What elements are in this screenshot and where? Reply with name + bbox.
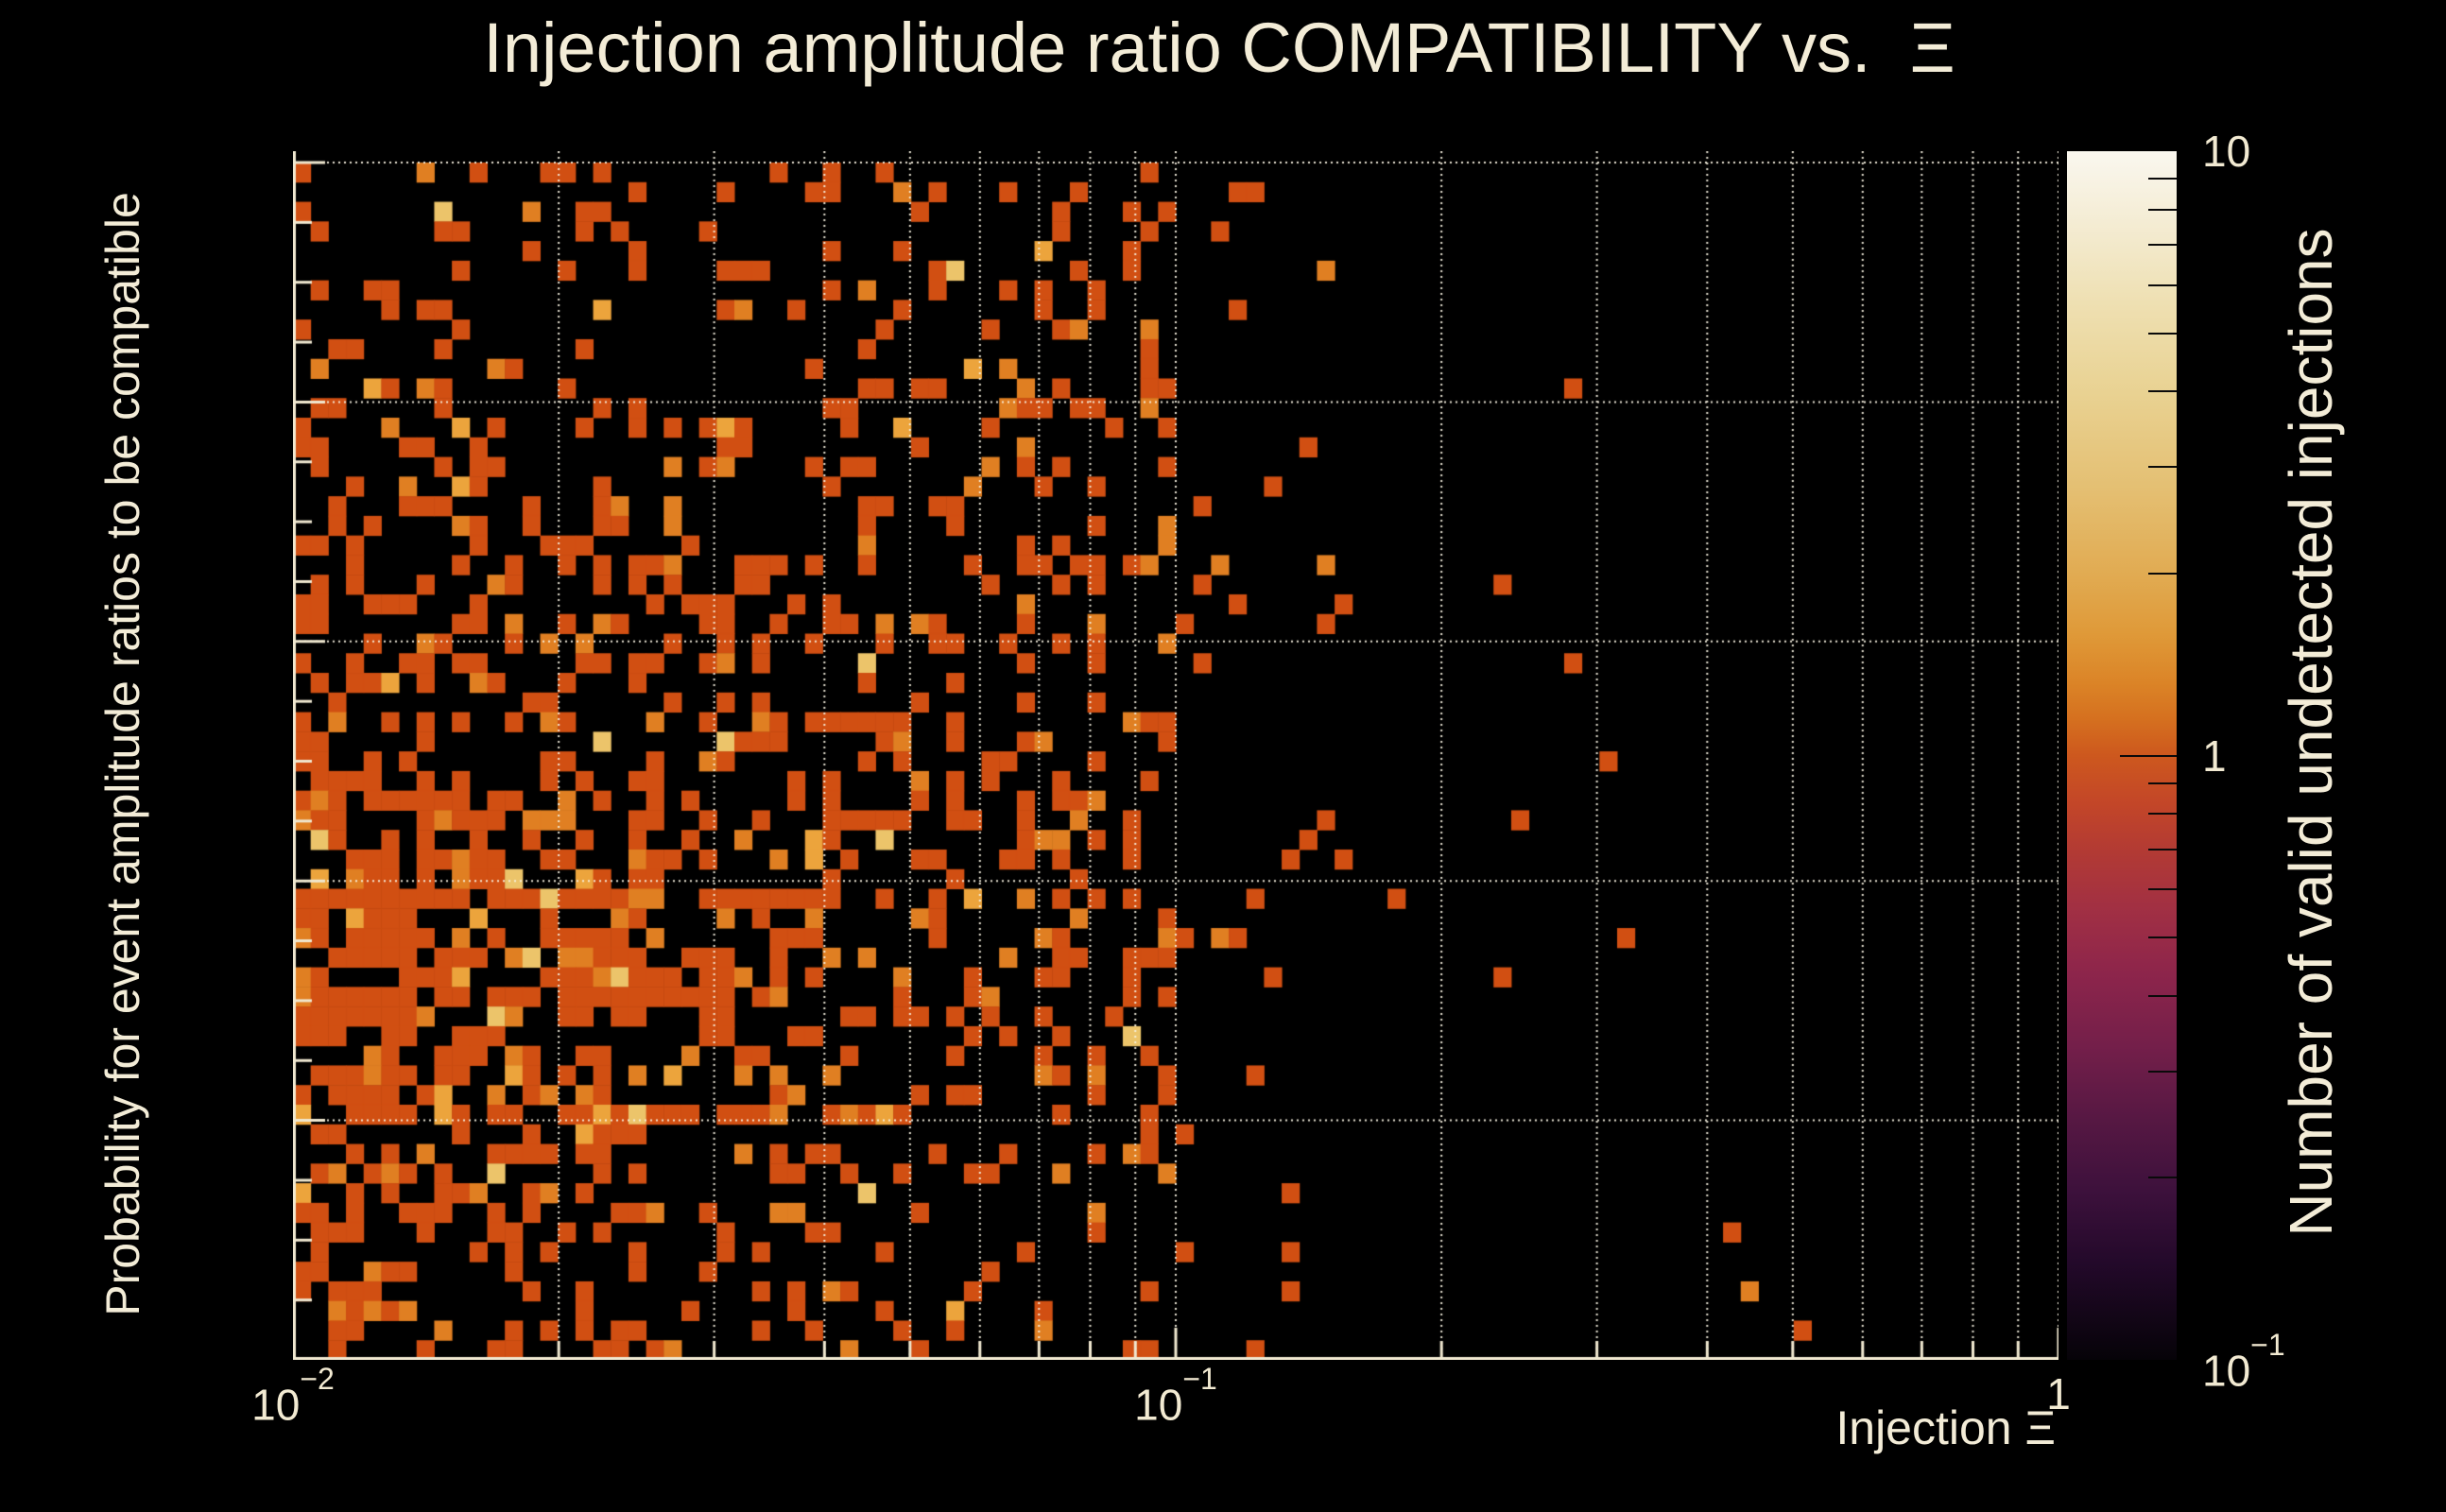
x-axis-title: Injection Ξ [1835,1401,2056,1454]
colorbar-tick-label: 10 [2202,127,2251,176]
colorbar-title: Number of valid undetected injections [2277,228,2345,1237]
colorbar-tick-label: 10−1 [2202,1328,2285,1396]
colorbar-minor-tick [2148,390,2177,393]
x-tick-label: 1 [2046,1369,2071,1418]
colorbar-minor-tick [2148,466,2177,469]
colorbar-minor-tick [2148,888,2177,891]
colorbar-minor-tick [2148,1177,2177,1179]
colorbar-minor-tick [2148,936,2177,938]
colorbar-minor-tick [2148,284,2177,286]
y-axis-title: Probability for event amplitude ratios t… [96,192,149,1316]
colorbar-minor-tick [2148,178,2177,180]
colorbar-minor-tick [2148,244,2177,247]
heatmap-plot-area [293,151,2058,1360]
x-tick-label: 10−1 [1134,1362,1217,1430]
colorbar-minor-tick [2148,994,2177,997]
colorbar-minor-tick [2148,813,2177,816]
colorbar-minor-tick [2148,1070,2177,1073]
x-tick-label: 10−2 [251,1362,335,1430]
colorbar-major-tick [2120,754,2177,757]
chart-title: Injection amplitude ratio COMPATIBILITY … [483,9,1955,87]
colorbar-minor-tick [2148,332,2177,335]
colorbar-minor-tick [2148,572,2177,575]
colorbar-minor-tick [2148,782,2177,784]
colorbar-minor-tick [2148,208,2177,211]
colorbar-gradient [2067,151,2177,1360]
colorbar-tick-label: 1 [2202,730,2227,781]
colorbar-minor-tick [2148,848,2177,850]
